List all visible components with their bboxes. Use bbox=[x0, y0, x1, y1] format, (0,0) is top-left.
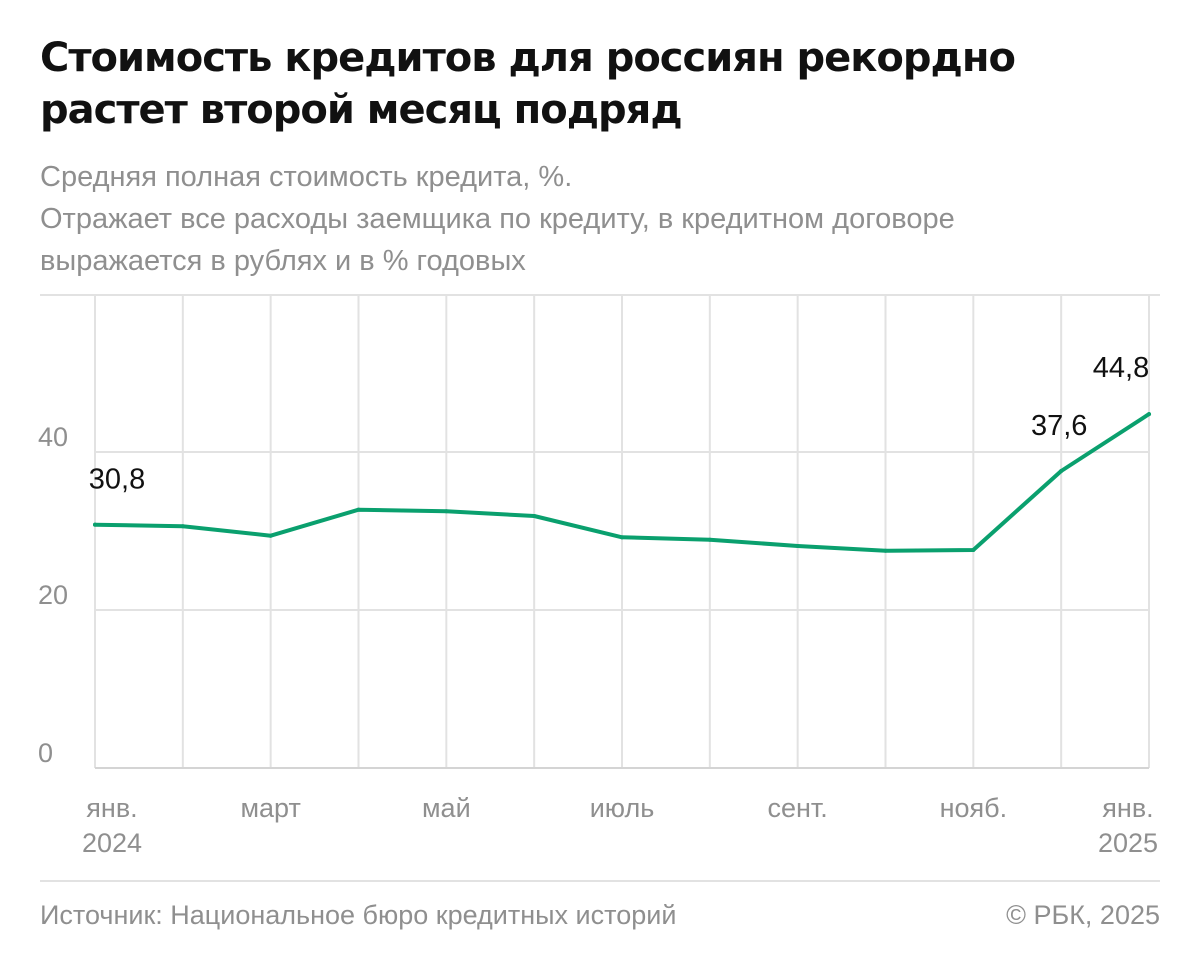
data-point bbox=[532, 513, 537, 518]
x-tick-label: май bbox=[422, 793, 471, 823]
chart-title: Стоимость кредитов для россиян рекордно … bbox=[40, 35, 1016, 133]
y-tick-label: 20 bbox=[38, 580, 68, 610]
data-point bbox=[180, 524, 185, 529]
data-point bbox=[1147, 412, 1151, 417]
x-tick-label: июль bbox=[590, 793, 655, 823]
x-tick-label-line: май bbox=[422, 793, 471, 823]
data-point bbox=[444, 509, 449, 514]
x-tick-label-line: 2024 bbox=[82, 828, 142, 858]
chart-subtitle: Средняя полная стоимость кредита, %. Отр… bbox=[40, 156, 1170, 282]
data-point bbox=[93, 522, 97, 527]
x-tick-label-line: 2025 bbox=[1098, 828, 1158, 858]
x-tick-label: янв. 2024 bbox=[82, 793, 142, 858]
data-point bbox=[971, 547, 976, 552]
x-tick-label-line: янв. bbox=[86, 793, 137, 823]
data-label: 30,8 bbox=[89, 464, 145, 496]
data-point bbox=[268, 533, 273, 538]
top-divider bbox=[40, 294, 1160, 296]
data-point bbox=[1059, 468, 1064, 473]
subtitle-line-2: Отражает все расходы заемщика по кредиту… bbox=[40, 203, 955, 235]
data-point bbox=[707, 537, 712, 542]
source-note: Источник: Национальное бюро кредитных ис… bbox=[40, 900, 677, 930]
x-tick-label-line: нояб. bbox=[940, 793, 1008, 823]
bottom-divider bbox=[40, 880, 1160, 882]
x-tick-label-line: июль bbox=[590, 793, 655, 823]
y-tick-label: 40 bbox=[38, 422, 68, 452]
x-tick-label: сент. bbox=[768, 793, 828, 823]
data-point bbox=[883, 548, 888, 553]
subtitle-line-3: выражается в рублях и в % годовых bbox=[40, 245, 526, 277]
data-point bbox=[620, 535, 624, 540]
x-tick-label: янв. 2025 bbox=[1098, 793, 1158, 858]
subtitle-line-1: Средняя полная стоимость кредита, %. bbox=[40, 161, 573, 193]
x-tick-label-line: март bbox=[240, 793, 300, 823]
data-label: 37,6 bbox=[1031, 410, 1087, 442]
x-tick-label-line: янв. bbox=[1102, 793, 1153, 823]
x-tick-label-line: сент. bbox=[768, 793, 828, 823]
x-tick-label: март bbox=[240, 793, 300, 823]
copyright-note: © РБК, 2025 bbox=[1006, 900, 1160, 930]
x-tick-label: нояб. bbox=[940, 793, 1008, 823]
data-point bbox=[356, 507, 361, 512]
line-chart: 0 20 40 янв. 2024 март май июль сент. нояб. янв. 20… bbox=[38, 294, 1158, 858]
y-tick-label: 0 bbox=[38, 738, 53, 768]
data-point bbox=[795, 544, 800, 549]
data-label: 44,8 bbox=[1093, 352, 1149, 384]
